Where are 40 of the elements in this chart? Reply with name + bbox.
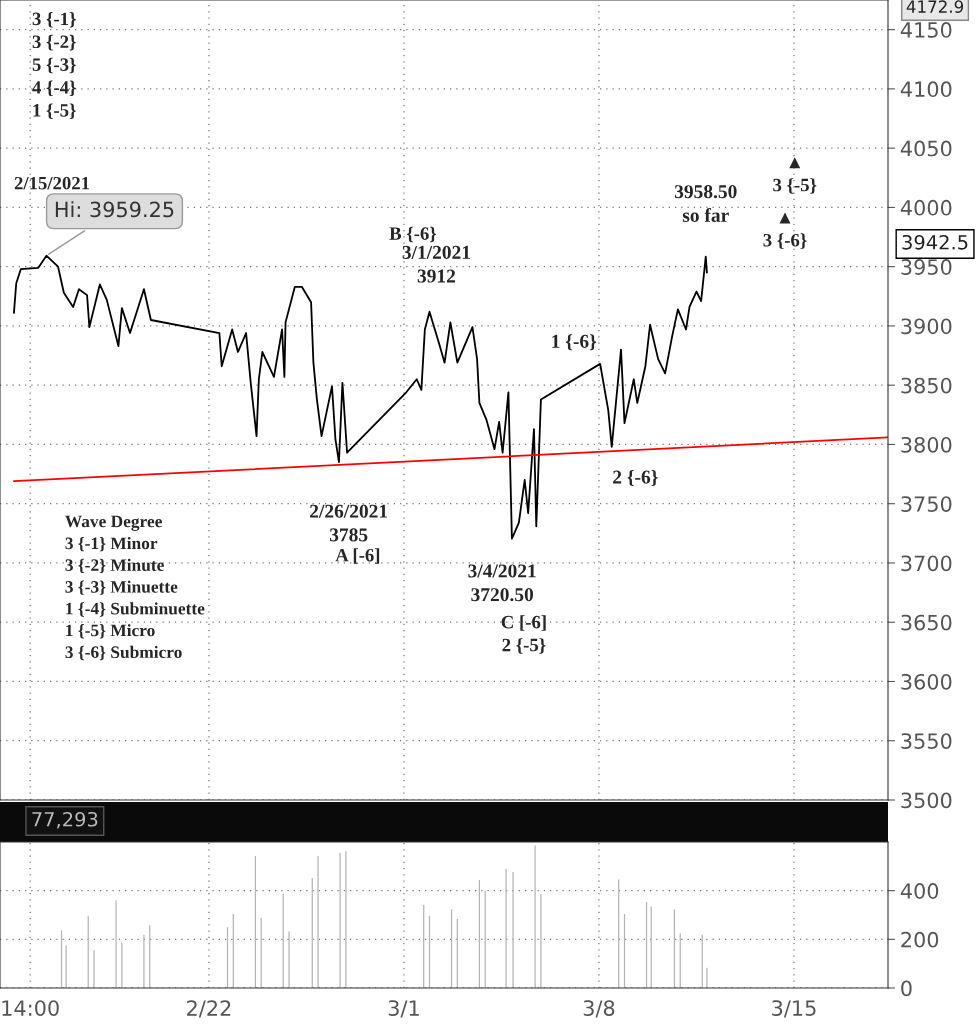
y-tick-label: 3900: [901, 318, 952, 335]
annotation: Hi: 3959.25: [55, 201, 174, 218]
y-tick-label: 3800: [901, 436, 952, 453]
annotation: 3958.50 so far: [674, 185, 737, 222]
annotation: Wave Degree 3 {-1} Minor 3 {-2} Minute 3 {-3} Minuette 1 {-4} Subminuette 1 {-5} Micro 3 {-6} Submicro: [65, 515, 205, 661]
annotation: 2/26/2021 3785: [310, 504, 388, 542]
annotation: 2/15/2021: [14, 176, 90, 190]
y-tick-label: 4100: [900, 81, 952, 98]
y-tick-label: 4000: [900, 199, 952, 216]
annotation: A [-6]: [335, 548, 380, 564]
y-tick-label: 3650: [901, 614, 952, 631]
y-tick-label: 3700: [901, 555, 952, 572]
y-tick-label: 200: [901, 931, 939, 948]
annotation: B {-6}: [389, 226, 437, 243]
annotation: ▲ 3 {-6}: [763, 212, 807, 249]
y-tick-label: 3750: [901, 496, 952, 512]
y-tick-label: 3850: [901, 377, 952, 394]
y-tick-label: 400: [900, 883, 939, 899]
annotation: 1 {-6}: [552, 334, 597, 351]
annotation: 2 {-6}: [613, 469, 658, 487]
y-tick-label: 3550: [901, 733, 952, 749]
x-tick-label: 3/8: [583, 1000, 615, 1018]
y-tick-label: 4150: [900, 22, 952, 38]
x-tick-label: 2/22: [187, 1000, 231, 1018]
text: 4172.9: [906, 0, 964, 13]
annotation: 3/1/2021 3912: [402, 245, 470, 283]
text: 3942.5: [902, 234, 968, 250]
y-tick-label: 3950: [901, 259, 952, 275]
y-tick-label: 3500: [901, 792, 952, 809]
y-tick-label: 3600: [901, 673, 952, 690]
y-tick-label: 0: [901, 980, 912, 997]
x-tick-label: 14:00: [2, 1000, 59, 1016]
y-tick-label: 4050: [900, 140, 952, 157]
x-tick-label: 3/1: [388, 1000, 419, 1018]
annotation: C [-6] 2 {-5}: [501, 615, 546, 654]
x-tick-label: 3/15: [772, 1000, 816, 1018]
annotation: 3 {-1} 3 {-2} 5 {-3} 4 {-4} 1 {-5}: [32, 12, 76, 119]
annotation: ▲ 3 {-5}: [773, 157, 817, 194]
annotation: 3/4/2021 3720.50: [468, 564, 536, 602]
text: 77,293: [32, 811, 98, 829]
